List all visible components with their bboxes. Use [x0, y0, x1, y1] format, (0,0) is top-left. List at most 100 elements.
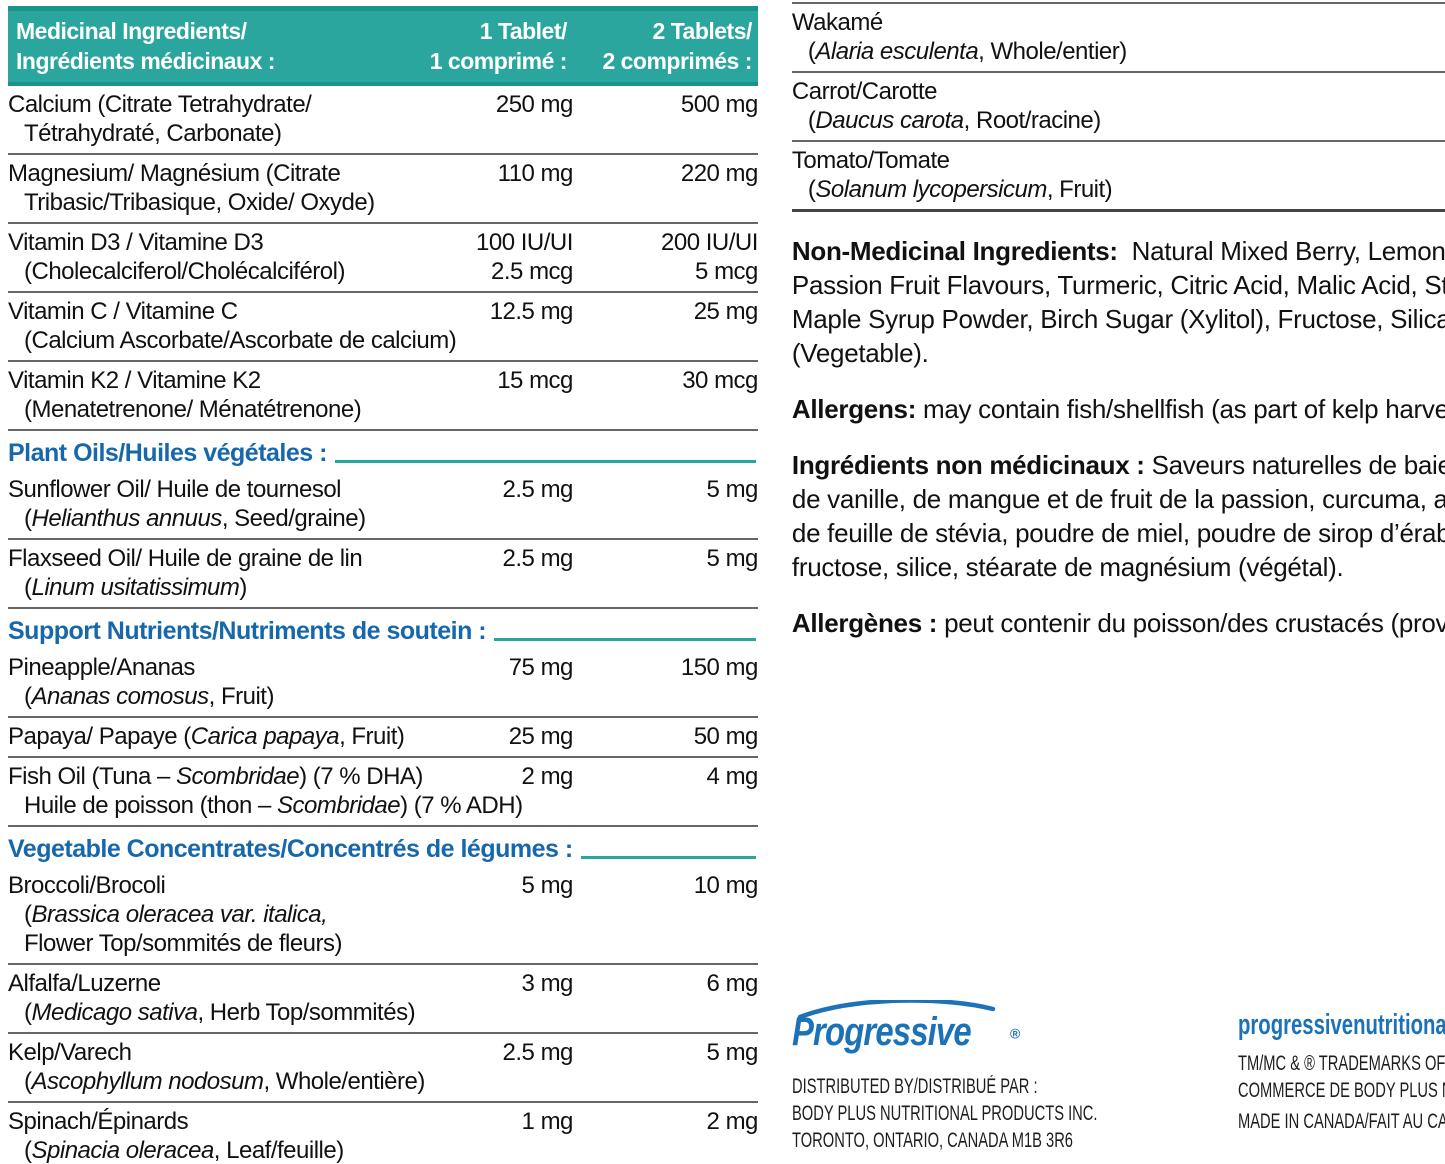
name-text: Flaxseed Oil/ Huile de graine de lin [8, 545, 363, 572]
made-in-canada-line: MADE IN CANADA/FAIT AU CANADA [1238, 1104, 1445, 1135]
ingredient-name: (Helianthus annuus, Seed/graine) [8, 504, 758, 533]
ingredient-name: Tétrahydraté, Carbonate) [8, 119, 758, 148]
ingredient-line: (Medicago sativa, Herb Top/sommités) [8, 998, 758, 1027]
table-header-line-1: Medicinal Ingredients/ 1 Tablet/ 2 Table… [16, 16, 752, 46]
value-1tablet: 15 mcg [497, 367, 573, 394]
ingredient-name: Spinach/Épinards [8, 1107, 423, 1136]
header-2-comprimes: 2 comprimés : [602, 48, 752, 74]
heading-underline [580, 856, 756, 859]
value-1tablet: 1 mg [521, 1108, 574, 1135]
ingredient-line: (Solanum lycopersicum, Fruit) [792, 175, 1445, 204]
ingredient-name: Flower Top/sommités de fleurs) [8, 929, 758, 958]
ingredient-row: Vitamin D3 / Vitamine D3 100 IU/UI 200 IU/… [8, 224, 758, 293]
website-url: progressivenutritional.com [1238, 1009, 1445, 1041]
ingredient-line: Calcium (Citrate Tetrahydrate/250 mg 500 … [8, 90, 758, 119]
ingredient-name: Vitamin C / Vitamine C [8, 297, 423, 326]
ingredient-name: (Daucus carota, Root/racine) [792, 106, 1445, 135]
ingredient-line: Wakamé1 mg2 mg [792, 8, 1445, 37]
ingredient-line: (Daucus carota, Root/racine) [792, 106, 1445, 135]
ingredient-name: Alfalfa/Luzerne [8, 969, 423, 998]
name-text: Pineapple/Ananas [8, 654, 195, 681]
section-heading-label: Vegetable Concentrates/Concentrés de lég… [8, 835, 573, 863]
species-name: Scombridae [277, 792, 401, 819]
ingredient-line: (Cholecalciferol/Cholécalciférol) 2.5 mcg… [8, 257, 758, 286]
paragraph-lead: Ingrédients non médicinaux : [791, 450, 1145, 480]
header-1-tablet: 1 Tablet/ [479, 18, 568, 44]
ingredient-line: (Ananas comosus, Fruit) [8, 682, 758, 711]
value-2tablets: 5 mcg [695, 258, 758, 285]
ingredient-name: Vitamin D3 / Vitamine D3 [8, 228, 423, 257]
ingredient-line: (Helianthus annuus, Seed/graine) [8, 504, 758, 533]
species-name: Medicago sativa [31, 999, 198, 1026]
ingredient-line: Pineapple/Ananas 75 mg 150 mg [8, 653, 758, 682]
ingredient-row: Fish Oil (Tuna – Scombridae) (7 % DHA) 2 … [8, 758, 758, 827]
value-2tablets: 500 mg [680, 91, 759, 118]
section-heading: Vegetable Concentrates/Concentrés de lég… [8, 827, 758, 867]
ingredient-line: Flower Top/sommités de fleurs) [8, 929, 758, 958]
ingredient-name: (Medicago sativa, Herb Top/sommités) [8, 998, 758, 1027]
allergens-paragraph: Allergens: may contain fish/shellfish (a… [792, 392, 1445, 426]
progressive-logo: Progressive ® [792, 998, 1228, 1068]
ingredient-name: Broccoli/Brocoli [8, 871, 423, 900]
paragraph-lead: Allergènes : [791, 608, 938, 638]
value-2tablets: 25 mg [693, 298, 759, 325]
ingredient-row: Kelp/Varech 2.5 mg 5 mg (Ascophyllum nodosu… [8, 1034, 758, 1103]
name-text: ( [24, 999, 32, 1026]
value-2tablets: 30 mcg [682, 367, 758, 394]
ingredient-name: (Solanum lycopersicum, Fruit) [792, 175, 1445, 204]
paragraph-text: Saveurs naturelles de baies mélangées, d… [791, 450, 1445, 582]
distributor-name-line: BODY PLUS NUTRITIONAL PRODUCTS INC. [791, 1102, 1098, 1125]
name-text: ( [24, 901, 32, 928]
ingredient-row: Spinach/Épinards 1 mg 2 mg (Spinacia olerac… [8, 1103, 758, 1164]
ingredient-name: Wakamé [792, 8, 1445, 37]
name-text: ( [807, 38, 816, 65]
trademark-block: progressivenutritional.com TM/MC & ® TRA… [1238, 998, 1445, 1154]
species-name: Ananas comosus [31, 683, 210, 710]
value-1tablet: 100 IU/UI [476, 229, 573, 256]
ingredient-name: Fish Oil (Tuna – Scombridae) (7 % DHA) [8, 762, 423, 791]
value-1tablet: 25 mg [508, 723, 574, 750]
ingredient-line: Carrot/Carotte1 mg2 mg [792, 77, 1445, 106]
table-header: Medicinal Ingredients/ 1 Tablet/ 2 Table… [8, 6, 758, 86]
species-name: Alaria esculenta [815, 38, 979, 65]
ingredient-name: Magnesium/ Magnésium (Citrate [8, 159, 423, 188]
name-text: , Leaf/feuille) [213, 1137, 344, 1164]
species-name: Helianthus annuus [31, 505, 223, 532]
value-2tablets: 5 mg [706, 476, 759, 503]
ingredient-line: (Menatetrenone/ Ménatétrenone) [8, 395, 758, 424]
name-text: , Root/racine) [963, 107, 1102, 134]
value-2tablets: 150 mg [680, 654, 759, 681]
name-text: ) (7 % DHA) [299, 763, 423, 790]
ingredient-name: Pineapple/Ananas [8, 653, 423, 682]
name-text: , Fruit) [339, 723, 405, 750]
logo-swoosh-icon [797, 1000, 996, 1020]
header-medicinal-ingredients: Medicinal Ingredients/ [16, 18, 247, 44]
name-text: Broccoli/Brocoli [8, 872, 166, 899]
name-text: Alfalfa/Luzerne [8, 970, 161, 997]
name-text: Tétrahydraté, Carbonate) [24, 120, 282, 147]
allergenes-paragraph: Allergènes : peut contenir du poisson/de… [792, 606, 1445, 640]
ingredient-line: (Calcium Ascorbate/Ascorbate de calcium) [8, 326, 758, 355]
ingredient-name: (Spinacia oleracea, Leaf/feuille) [8, 1136, 758, 1164]
ingredient-line: Papaya/ Papaye (Carica papaya, Fruit) 25 … [8, 722, 758, 751]
value-1tablet: 2 mg [521, 763, 574, 790]
name-text: ( [807, 176, 816, 203]
heading-underline [494, 638, 756, 641]
value-1tablet: 2.5 mg [502, 476, 574, 503]
ingredient-line: Spinach/Épinards 1 mg 2 mg [8, 1107, 758, 1136]
value-2tablets: 10 mg [693, 872, 759, 899]
distributed-by-line: DISTRIBUTED BY/DISTRIBUÉ PAR : [791, 1075, 1038, 1098]
name-text: , Whole/entière) [263, 1068, 425, 1095]
name-text: , Herb Top/sommités) [197, 999, 416, 1026]
ingredient-line: Tomato/Tomate1 mg2 mg [792, 146, 1445, 175]
ingredient-table-right: Wakamé1 mg2 mg(Alaria esculenta, Whole/e… [791, 2, 1445, 212]
ingredient-line: (Spinacia oleracea, Leaf/feuille) [8, 1136, 758, 1164]
name-text: ( [24, 1068, 32, 1095]
species-name: Ascophyllum nodosum [31, 1068, 264, 1095]
name-text: Vitamin K2 / Vitamine K2 [8, 367, 261, 394]
ingredient-line: (Alaria esculenta, Whole/entier) [792, 37, 1445, 66]
ingredient-line: Huile de poisson (thon – Scombridae) (7 … [8, 791, 758, 820]
name-text: , Seed/graine) [221, 505, 366, 532]
value-2tablets: 50 mg [693, 723, 759, 750]
